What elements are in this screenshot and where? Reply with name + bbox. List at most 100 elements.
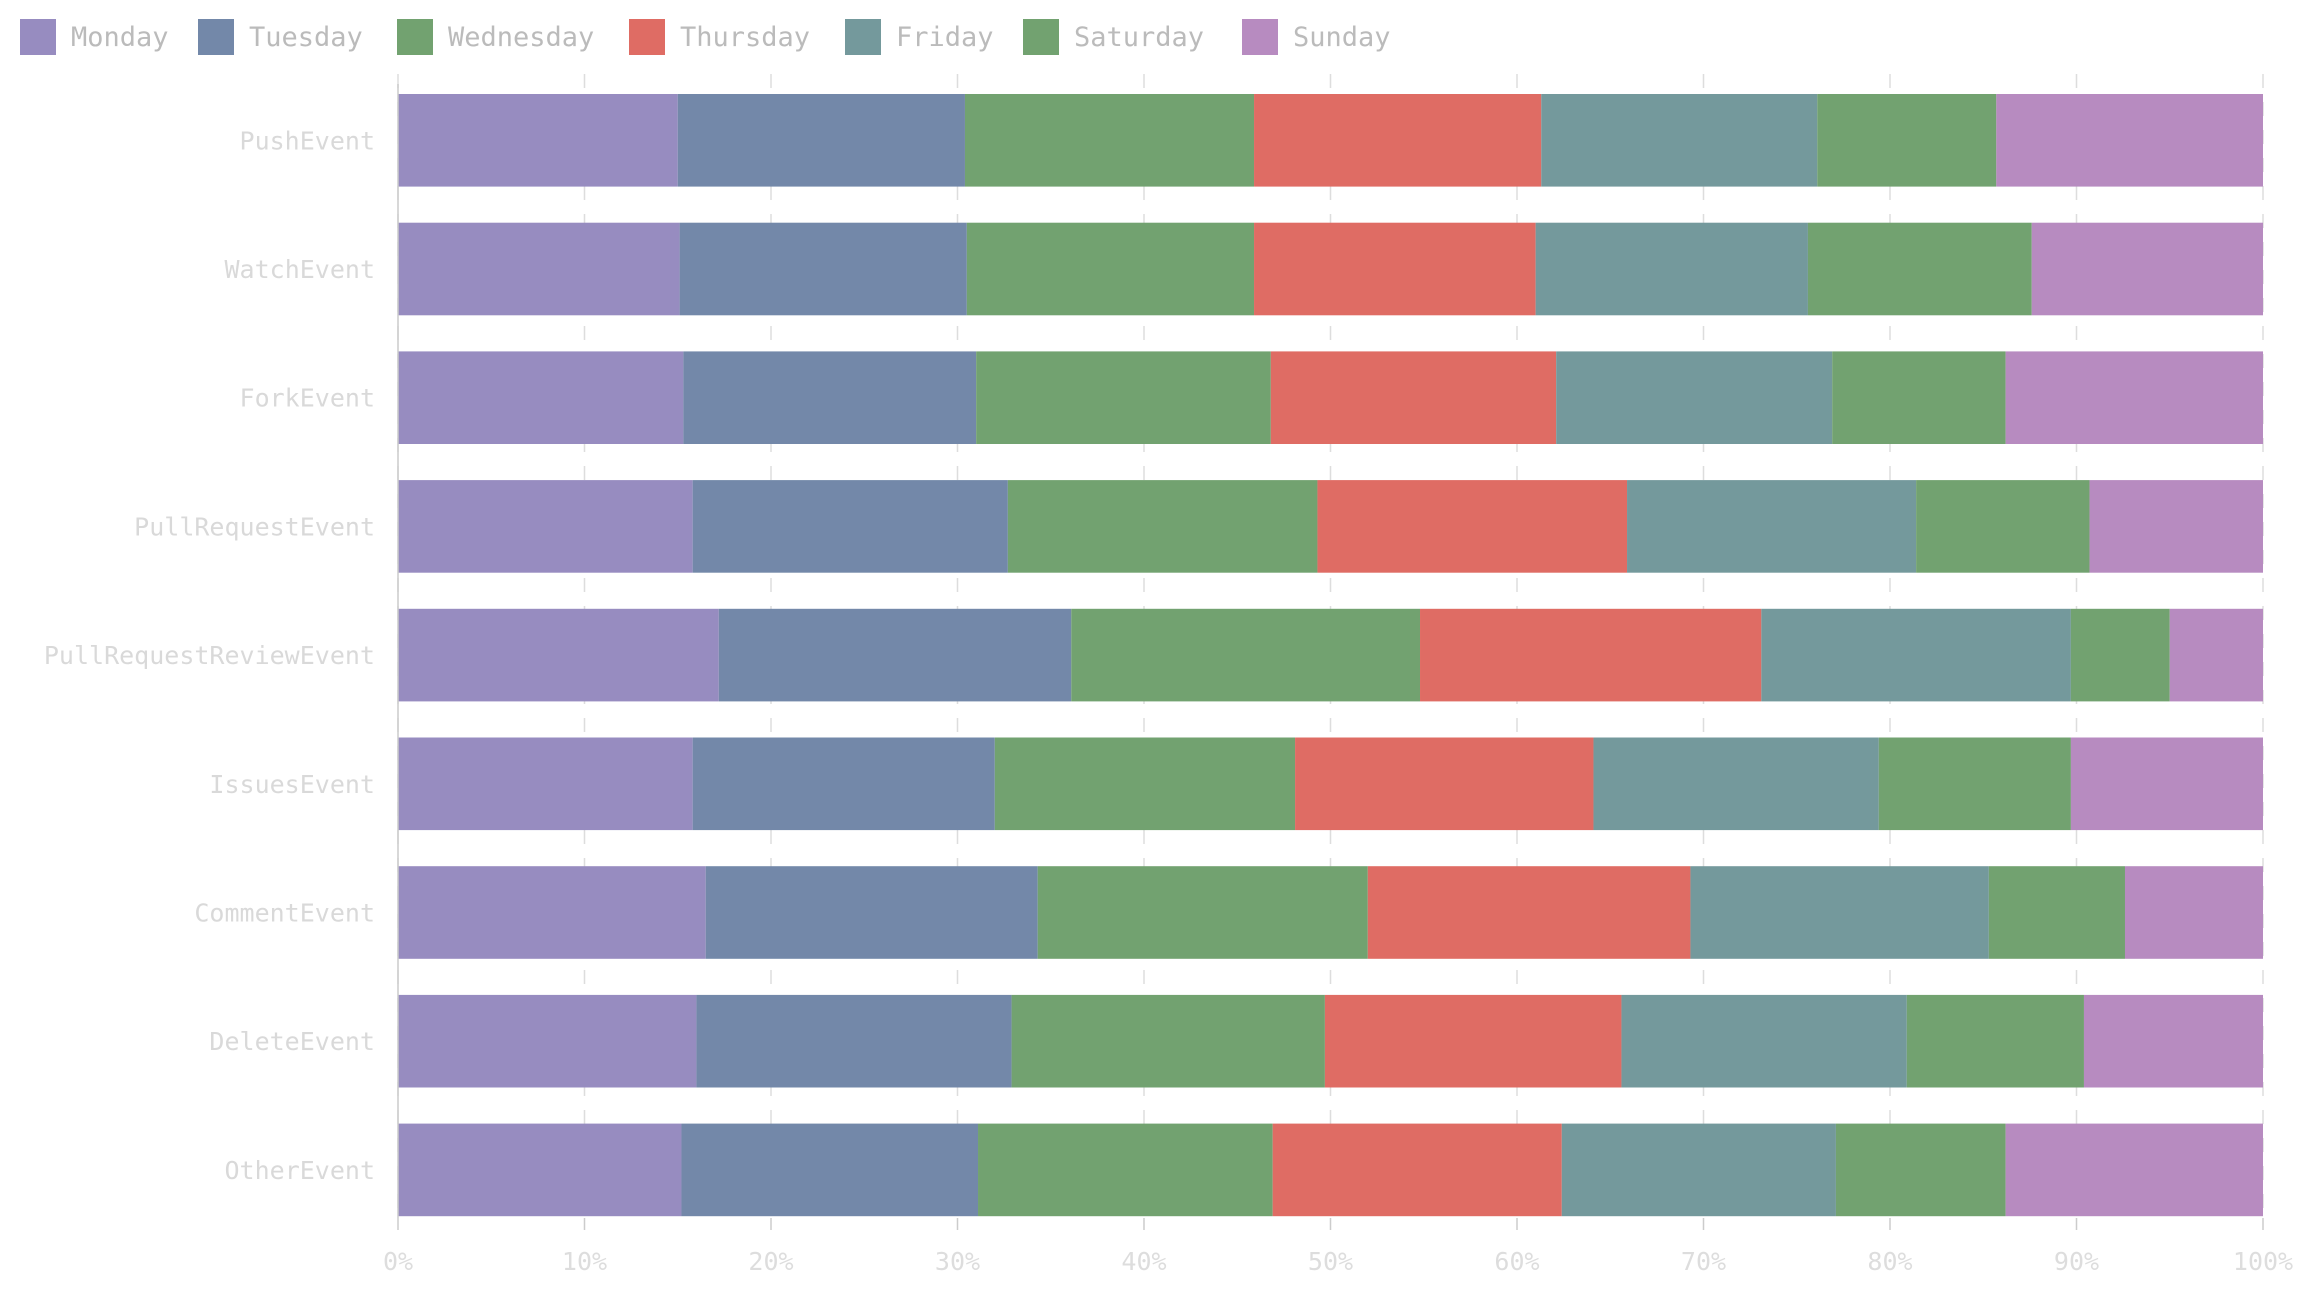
- bar-OtherEvent-Thursday: [1272, 1123, 1562, 1217]
- bar-OtherEvent-Friday: [1561, 1123, 1836, 1217]
- bars: [398, 94, 2263, 1217]
- legend-item-friday[interactable]: Friday: [845, 19, 994, 55]
- bar-WatchEvent-Thursday: [1254, 222, 1536, 316]
- bar-PushEvent-Saturday: [1817, 94, 1997, 187]
- y-tick-label: PullRequestEvent: [134, 512, 375, 541]
- legend-label: Sunday: [1293, 22, 1391, 53]
- bar-DeleteEvent-Thursday: [1324, 994, 1622, 1088]
- legend-label: Wednesday: [448, 22, 594, 53]
- bar-PullRequestEvent-Friday: [1627, 480, 1917, 573]
- bar-PullRequestReviewEvent-Tuesday: [718, 608, 1072, 702]
- y-tick-label: ForkEvent: [240, 384, 375, 413]
- bar-CommentEvent-Monday: [398, 866, 706, 959]
- bar-DeleteEvent-Sunday: [2083, 994, 2263, 1088]
- x-tick-label: 70%: [1681, 1247, 1726, 1276]
- bar-IssuesEvent-Monday: [398, 737, 693, 831]
- y-axis-labels: PushEvent WatchEvent ForkEvent PullRequestE…: [44, 126, 375, 1185]
- bar-OtherEvent-Saturday: [1835, 1123, 2006, 1217]
- legend-label: Thursday: [680, 22, 810, 53]
- bar-CommentEvent-Tuesday: [705, 866, 1038, 959]
- y-tick-label: PullRequestReviewEvent: [44, 641, 375, 670]
- y-tick-label: PushEvent: [240, 126, 375, 155]
- bar-PullRequestEvent-Monday: [398, 480, 693, 573]
- bar-OtherEvent-Sunday: [2005, 1123, 2263, 1217]
- bar-ForkEvent-Friday: [1556, 351, 1833, 444]
- bar-WatchEvent-Friday: [1535, 222, 1808, 316]
- bar-DeleteEvent-Monday: [398, 994, 697, 1088]
- x-tick-label: 10%: [562, 1247, 607, 1276]
- bar-PushEvent-Wednesday: [964, 94, 1255, 187]
- legend-item-tuesday[interactable]: Tuesday: [198, 19, 363, 55]
- bar-PullRequestReviewEvent-Wednesday: [1071, 608, 1421, 702]
- bar-CommentEvent-Saturday: [1988, 866, 2125, 959]
- legend: Monday Tuesday Wednesday Thursday Friday Satu…: [20, 19, 1391, 55]
- bar-IssuesEvent-Saturday: [1878, 737, 2071, 831]
- bar-PullRequestEvent-Saturday: [1916, 480, 2090, 573]
- legend-item-monday[interactable]: Monday: [20, 19, 169, 55]
- x-tick-label: 20%: [748, 1247, 793, 1276]
- legend-swatch: [629, 19, 665, 55]
- bar-PushEvent-Sunday: [1996, 94, 2263, 187]
- legend-swatch: [397, 19, 433, 55]
- x-tick-label: 90%: [2054, 1247, 2099, 1276]
- bar-DeleteEvent-Wednesday: [1011, 994, 1325, 1088]
- bar-DeleteEvent-Friday: [1621, 994, 1907, 1088]
- bar-IssuesEvent-Tuesday: [692, 737, 995, 831]
- x-tick-label: 80%: [1867, 1247, 1912, 1276]
- legend-swatch: [845, 19, 881, 55]
- y-tick-label: DeleteEvent: [209, 1027, 375, 1056]
- bar-OtherEvent-Monday: [398, 1123, 682, 1217]
- legend-label: Friday: [896, 22, 994, 53]
- bar-CommentEvent-Friday: [1690, 866, 1989, 959]
- legend-item-sunday[interactable]: Sunday: [1242, 19, 1391, 55]
- bar-CommentEvent-Sunday: [2124, 866, 2263, 959]
- y-tick-label: OtherEvent: [224, 1156, 375, 1185]
- bar-PullRequestReviewEvent-Thursday: [1420, 608, 1762, 702]
- legend-label: Saturday: [1074, 22, 1204, 53]
- bar-IssuesEvent-Thursday: [1295, 737, 1594, 831]
- x-tick-label: 30%: [935, 1247, 980, 1276]
- y-tick-label: WatchEvent: [224, 255, 375, 284]
- bar-PullRequestReviewEvent-Monday: [398, 608, 719, 702]
- bar-PullRequestReviewEvent-Sunday: [2169, 608, 2263, 702]
- y-tick-label: IssuesEvent: [209, 770, 375, 799]
- bar-DeleteEvent-Saturday: [1906, 994, 2084, 1088]
- bar-ForkEvent-Sunday: [2005, 351, 2263, 444]
- bar-ForkEvent-Saturday: [1832, 351, 2006, 444]
- bar-OtherEvent-Wednesday: [978, 1123, 1273, 1217]
- x-axis: 0% 10% 20% 30% 40% 50% 60% 70% 80% 90% 100%: [383, 84, 2293, 1276]
- legend-item-saturday[interactable]: Saturday: [1023, 19, 1204, 55]
- bar-ForkEvent-Thursday: [1270, 351, 1557, 444]
- x-tick-label: 0%: [383, 1247, 413, 1276]
- legend-label: Tuesday: [249, 22, 363, 53]
- bar-IssuesEvent-Friday: [1593, 737, 1879, 831]
- bar-PushEvent-Friday: [1541, 94, 1818, 187]
- bar-WatchEvent-Wednesday: [966, 222, 1255, 316]
- x-tick-label: 50%: [1308, 1247, 1353, 1276]
- legend-swatch: [1242, 19, 1278, 55]
- bar-PushEvent-Monday: [398, 94, 678, 187]
- bar-WatchEvent-Monday: [398, 222, 680, 316]
- x-tick-label: 60%: [1494, 1247, 1539, 1276]
- bar-PushEvent-Tuesday: [677, 94, 965, 187]
- bar-IssuesEvent-Wednesday: [994, 737, 1296, 831]
- bar-PullRequestReviewEvent-Friday: [1761, 608, 2071, 702]
- bar-OtherEvent-Tuesday: [681, 1123, 979, 1217]
- legend-item-thursday[interactable]: Thursday: [629, 19, 810, 55]
- bar-PullRequestEvent-Tuesday: [692, 480, 1008, 573]
- bar-WatchEvent-Saturday: [1807, 222, 2032, 316]
- bar-PullRequestEvent-Wednesday: [1007, 480, 1318, 573]
- bar-ForkEvent-Wednesday: [976, 351, 1271, 444]
- bar-IssuesEvent-Sunday: [2070, 737, 2263, 831]
- legend-label: Monday: [71, 22, 169, 53]
- bar-DeleteEvent-Tuesday: [696, 994, 1012, 1088]
- x-tick-label: 100%: [2233, 1247, 2293, 1276]
- bar-WatchEvent-Sunday: [2031, 222, 2263, 316]
- bar-PushEvent-Thursday: [1254, 94, 1542, 187]
- legend-swatch: [198, 19, 234, 55]
- bar-CommentEvent-Thursday: [1367, 866, 1691, 959]
- y-tick-label: CommentEvent: [194, 899, 375, 928]
- legend-item-wednesday[interactable]: Wednesday: [397, 19, 594, 55]
- legend-swatch: [1023, 19, 1059, 55]
- bar-PullRequestReviewEvent-Saturday: [2070, 608, 2170, 702]
